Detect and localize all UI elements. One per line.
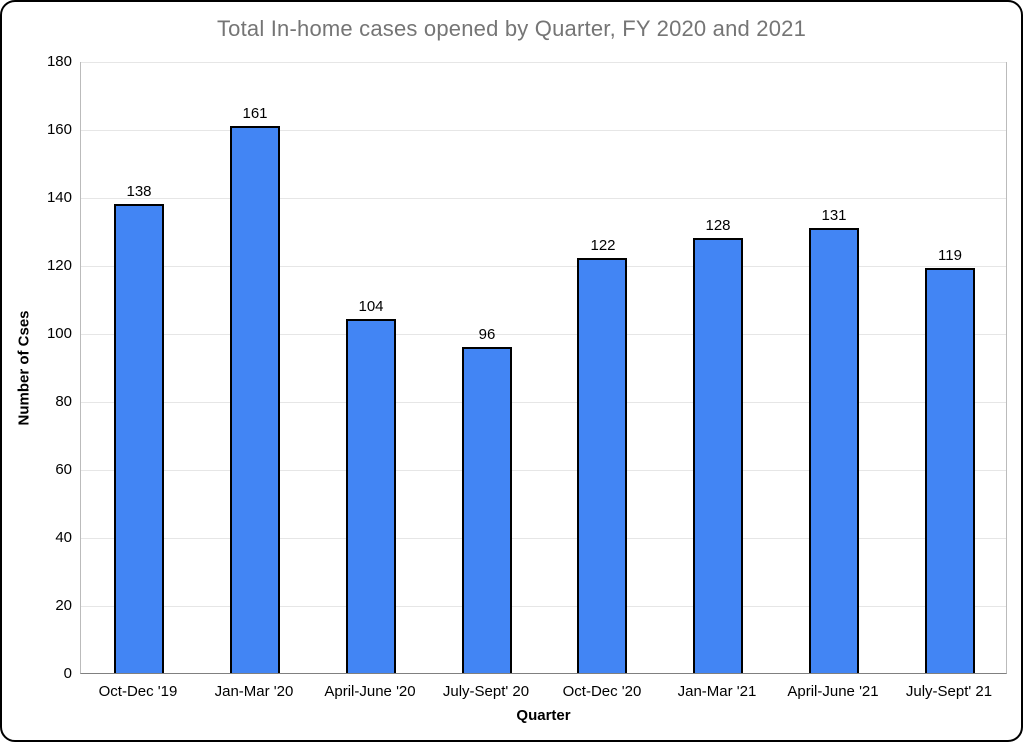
bar-value-label: 138 [126, 183, 152, 200]
gridline [81, 470, 1006, 471]
x-tick-label: Jan-Mar '20 [214, 683, 294, 700]
y-tick-label: 80 [55, 393, 72, 410]
bar-value-label: 96 [478, 326, 496, 343]
bar [809, 228, 859, 673]
bar [577, 258, 627, 673]
x-tick-label: Oct-Dec '19 [98, 683, 178, 700]
bar-value-label: 104 [358, 298, 384, 315]
gridline [81, 538, 1006, 539]
y-tick-label: 0 [63, 665, 72, 682]
x-tick-label: July-Sept' 21 [905, 683, 993, 700]
gridline [81, 62, 1006, 63]
bar-value-label: 161 [242, 105, 268, 122]
y-tick-label: 160 [46, 121, 72, 138]
bar [925, 268, 975, 673]
gridline [81, 402, 1006, 403]
x-tick-label: Oct-Dec '20 [562, 683, 642, 700]
y-tick-label: 180 [46, 53, 72, 70]
y-tick-label: 120 [46, 257, 72, 274]
bar [230, 126, 280, 673]
y-tick-label: 20 [55, 597, 72, 614]
x-axis-title: Quarter [516, 707, 571, 724]
x-tick-label: July-Sept' 20 [442, 683, 530, 700]
bar [346, 319, 396, 673]
gridline [81, 130, 1006, 131]
x-tick-label: Jan-Mar '21 [677, 683, 757, 700]
y-tick-label: 140 [46, 189, 72, 206]
x-tick-label: April-June '21 [787, 683, 879, 700]
gridline [81, 266, 1006, 267]
y-tick-label: 100 [46, 325, 72, 342]
bar [693, 238, 743, 673]
bar-value-label: 122 [590, 237, 616, 254]
x-tick-label: April-June '20 [324, 683, 416, 700]
chart-title: Total In-home cases opened by Quarter, F… [216, 16, 807, 41]
y-tick-label: 40 [55, 529, 72, 546]
bar [114, 204, 164, 673]
bar-value-label: 119 [938, 247, 962, 264]
y-tick-label: 60 [55, 461, 72, 478]
gridline [81, 198, 1006, 199]
bar-value-label: 131 [821, 207, 847, 224]
plot-area: 138 161 104 96 122 128 131 119 [80, 62, 1007, 674]
gridline [81, 606, 1006, 607]
bar [462, 347, 512, 673]
gridline [81, 334, 1006, 335]
bar-value-label: 128 [705, 217, 731, 234]
